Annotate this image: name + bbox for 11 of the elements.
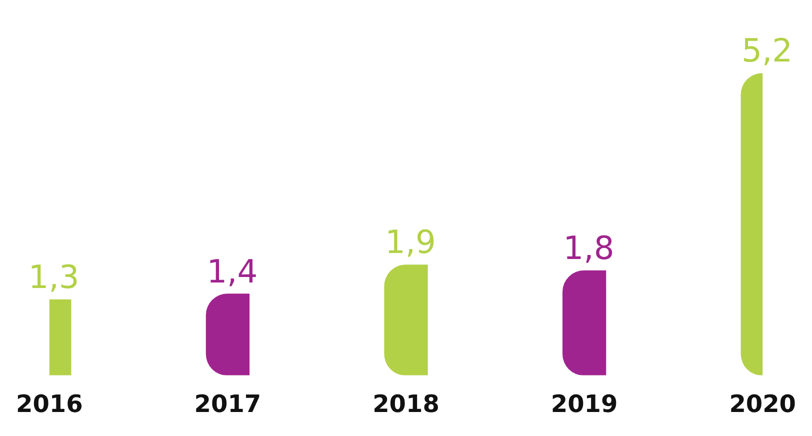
data-label: 1,9 bbox=[385, 223, 436, 262]
x-tick-label: 2018 bbox=[372, 390, 440, 418]
x-tick-label: 2020 bbox=[729, 390, 796, 418]
x-tick-label: 2016 bbox=[16, 390, 83, 418]
x-tick-label: 2019 bbox=[550, 390, 618, 418]
data-label: 1,8 bbox=[563, 229, 614, 268]
data-label: 5,2 bbox=[742, 32, 792, 70]
data-label: 1,4 bbox=[206, 252, 258, 290]
bar bbox=[384, 264, 428, 376]
x-tick-label: 2017 bbox=[194, 390, 262, 418]
data-label: 1,3 bbox=[28, 258, 80, 296]
